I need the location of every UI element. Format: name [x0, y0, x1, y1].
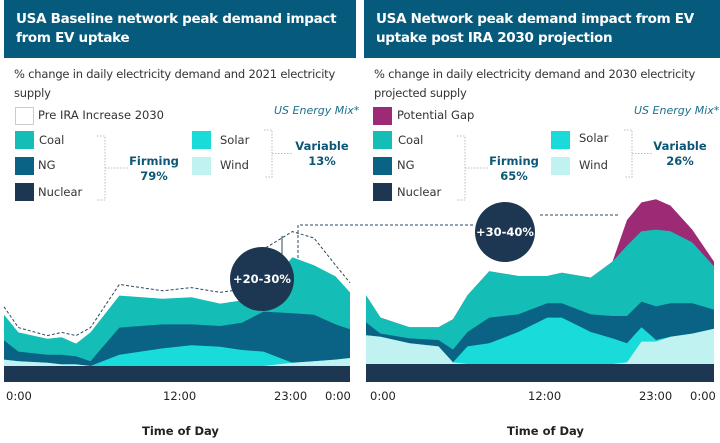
energy-mix-label-right: US Energy Mix* [634, 104, 720, 117]
legend-brace [97, 135, 128, 201]
legend-swatch-nuclear [15, 183, 34, 201]
legend-swatch-nuclear-right [373, 183, 392, 201]
legend-solar: Solar [220, 133, 250, 147]
chart0-area-solar [4, 345, 350, 366]
firming-label-right: Firming [489, 154, 539, 168]
annotation-dashed-connector [297, 224, 475, 258]
annotation-circle-1 [475, 202, 535, 262]
legend-brace [264, 129, 292, 178]
firming-group: Firming 79% [128, 154, 180, 184]
x-tick: 23:00 [274, 389, 308, 403]
right-title: USA Network peak demand impact from EV u… [364, 0, 720, 58]
x-tick: 23:00 [639, 389, 673, 403]
legend-swatch-wind-right [551, 157, 570, 175]
legend-nuclear-right: Nuclear [397, 185, 442, 199]
legend-coal: Coal [39, 133, 65, 147]
legend-swatch-coal-right [373, 131, 392, 149]
variable-label-right: Variable [653, 139, 707, 153]
legend-pre-ira: Pre IRA Increase 2030 [38, 108, 164, 122]
legend-ng-right: NG [397, 158, 415, 172]
legend-swatch-solar [192, 131, 211, 149]
x-axis-label-right: Time of Day [507, 424, 584, 438]
firming-pct-right: 65% [500, 169, 528, 183]
variable-label: Variable [295, 139, 349, 153]
left-title: USA Baseline network peak demand impact … [4, 0, 356, 58]
legend-brace [457, 135, 488, 201]
legend-swatch-potential-gap [373, 107, 392, 125]
legend-nuclear: Nuclear [38, 185, 83, 199]
legend-swatch-wind [192, 157, 211, 175]
legend-wind: Wind [220, 158, 249, 172]
firming-group-right: Firming 65% [488, 154, 540, 184]
x-axis-label: Time of Day [142, 424, 219, 438]
chart1-area-wind [366, 328, 714, 364]
x-tick: 0:00 [690, 389, 716, 403]
legend-swatch-ng-right [373, 157, 392, 175]
legend-swatch-ng [15, 157, 34, 175]
chart0-area-wind [4, 358, 350, 366]
firming-label: Firming [129, 154, 179, 168]
x-tick: 12:00 [163, 389, 197, 403]
legend-coal-right: Coal [398, 133, 424, 147]
legend-wind-right: Wind [579, 158, 608, 172]
annotation-circle-0 [230, 247, 294, 311]
chart0-nuclear-band [4, 366, 350, 382]
legend-potential-gap: Potential Gap [397, 108, 475, 122]
legend-swatch-pre-ira [15, 107, 34, 125]
legend-brace [624, 129, 652, 178]
right-subtitle: % change in daily electricity demand and… [374, 67, 696, 100]
legend-ng: NG [38, 158, 56, 172]
x-tick: 0:00 [325, 389, 351, 403]
energy-mix-label: US Energy Mix* [274, 104, 360, 117]
variable-group-right: Variable 26% [650, 139, 710, 169]
firming-pct: 79% [140, 169, 168, 183]
x-tick: 12:00 [528, 389, 562, 403]
annotation-text-0: +20-30% [233, 272, 291, 286]
legend-solar-right: Solar [579, 131, 609, 145]
pre-ira-dashed-line [3, 231, 351, 337]
legend-swatch-coal [15, 131, 34, 149]
chart1-nuclear-band [366, 364, 714, 382]
x-tick: 0:00 [6, 389, 32, 403]
variable-pct-right: 26% [666, 154, 694, 168]
variable-group: Variable 13% [292, 139, 352, 169]
variable-pct: 13% [308, 154, 336, 168]
chart1-area-solar [366, 317, 714, 364]
legend-swatch-solar-right [551, 131, 570, 149]
x-tick: 0:00 [370, 389, 396, 403]
annotation-text-1: +30-40% [476, 225, 534, 239]
left-subtitle: % change in daily electricity demand and… [14, 67, 336, 100]
